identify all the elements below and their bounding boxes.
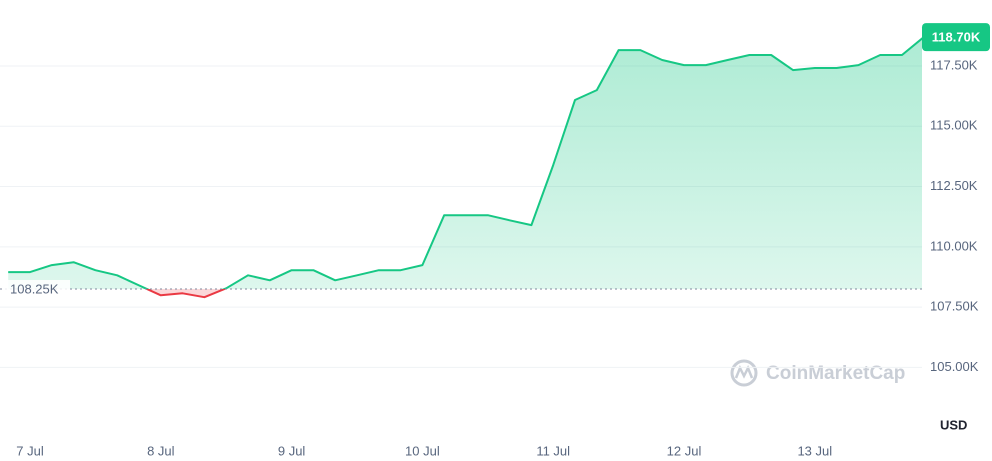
y-tick-label: 115.00K <box>930 118 978 133</box>
x-tick-label: 8 Jul <box>147 443 175 458</box>
x-tick-label: 7 Jul <box>16 443 44 458</box>
price-area <box>8 38 922 289</box>
watermark-logo <box>730 359 758 387</box>
x-tick-label: 11 Jul <box>536 443 570 458</box>
price-line-below <box>144 288 227 299</box>
price-line <box>8 37 922 289</box>
current-price-badge <box>922 23 990 52</box>
reference-label-bg <box>4 279 70 298</box>
y-tick-label: 105.00K <box>930 359 979 374</box>
y-tick-label: 107.50K <box>930 299 979 314</box>
current-price-label: 118.70K <box>932 30 981 45</box>
y-tick-label: 112.50K <box>930 178 978 193</box>
y-tick-label: 117.50K <box>930 57 978 72</box>
watermark: CoinMarketCap <box>730 359 905 387</box>
watermark-text: CoinMarketCap <box>766 363 905 384</box>
x-tick-label: 10 Jul <box>405 443 440 458</box>
watermark-logo-mark <box>734 364 754 379</box>
x-tick-label: 13 Jul <box>797 443 832 458</box>
y-tick-label: 110.00K <box>930 238 978 253</box>
reference-label: 108.25K <box>10 281 59 296</box>
x-tick-label: 9 Jul <box>278 443 306 458</box>
x-tick-label: 12 Jul <box>667 443 702 458</box>
y-axis-label: USD <box>940 417 967 432</box>
price-area-below <box>8 288 922 298</box>
